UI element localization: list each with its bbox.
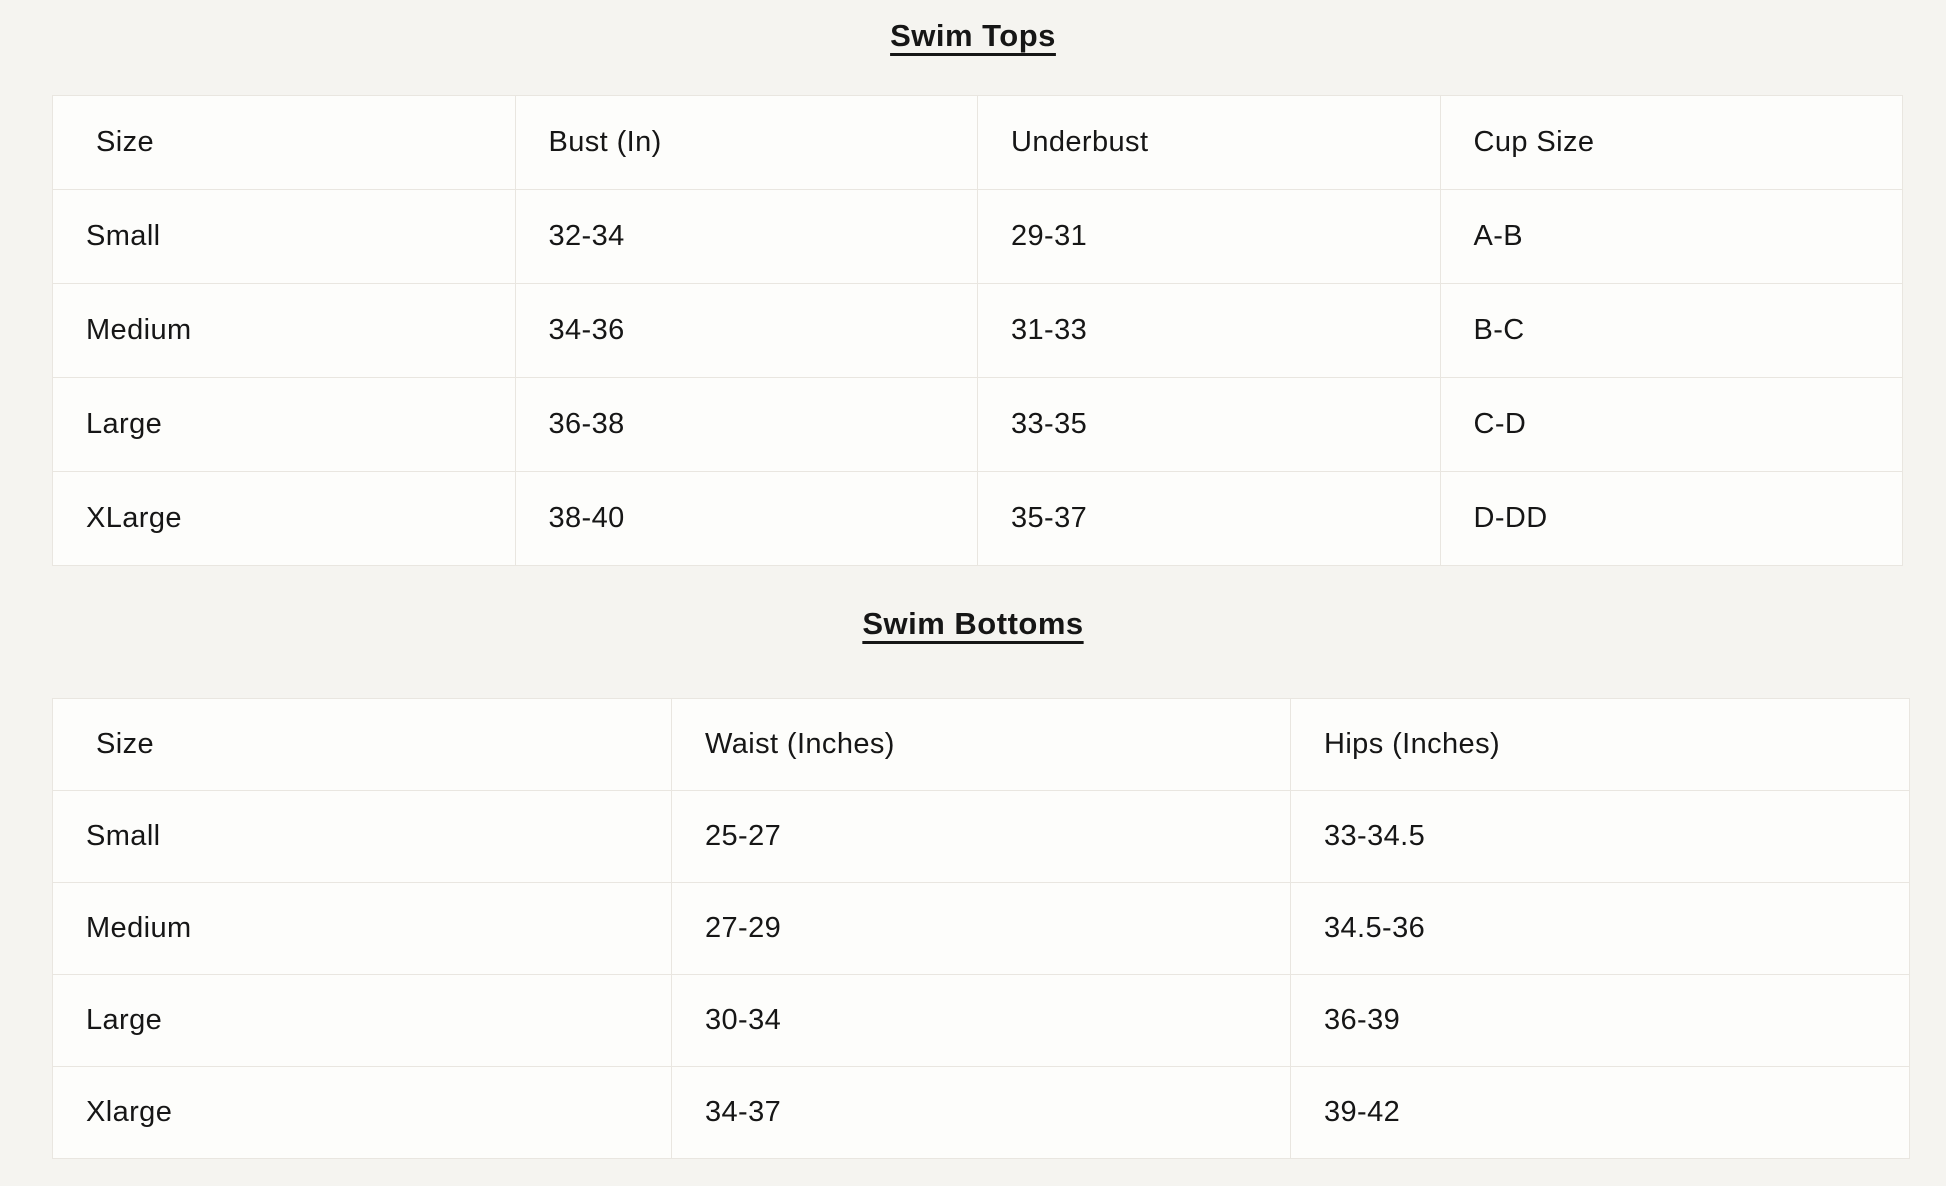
table-cell: Medium: [52, 283, 516, 378]
column-header-hips: Hips (Inches): [1290, 698, 1910, 791]
table-cell: Xlarge: [52, 1066, 672, 1159]
table-cell: 36-38: [514, 377, 978, 472]
column-header-size: Size: [52, 95, 516, 190]
table-cell: 30-34: [671, 974, 1291, 1067]
swim-bottoms-title: Swim Bottoms: [862, 606, 1084, 641]
column-header-underbust: Underbust: [977, 95, 1441, 190]
table-row-xlarge: XLarge 38-40 35-37 D-DD: [52, 471, 1903, 566]
swim-tops-title: Swim Tops: [890, 18, 1056, 53]
table-cell: Large: [52, 377, 516, 472]
column-header-bust: Bust (In): [514, 95, 978, 190]
table-cell: 34.5-36: [1290, 882, 1910, 975]
column-header-waist: Waist (Inches): [671, 698, 1291, 791]
table-cell: 34-37: [671, 1066, 1291, 1159]
table-cell: 27-29: [671, 882, 1291, 975]
table-cell: 32-34: [514, 189, 978, 284]
swim-bottoms-table: Size Waist (Inches) Hips (Inches) Small …: [52, 698, 1910, 1159]
table-cell: D-DD: [1439, 471, 1903, 566]
table-row-medium: Medium 34-36 31-33 B-C: [52, 283, 1903, 378]
table-cell: 33-34.5: [1290, 790, 1910, 883]
size-chart-page: Swim Tops Size Bust (In) Underbust Cup S…: [52, 18, 1910, 1159]
table-cell: B-C: [1439, 283, 1903, 378]
table-cell: Small: [52, 790, 672, 883]
table-row-large: Large 30-34 36-39: [52, 974, 1910, 1067]
table-cell: 35-37: [977, 471, 1441, 566]
table-row-medium: Medium 27-29 34.5-36: [52, 882, 1910, 975]
table-cell: A-B: [1439, 189, 1903, 284]
table-cell: 33-35: [977, 377, 1441, 472]
swim-tops-table: Size Bust (In) Underbust Cup Size Small …: [52, 95, 1903, 566]
table-cell: 29-31: [977, 189, 1441, 284]
table-cell: 25-27: [671, 790, 1291, 883]
column-header-size: Size: [52, 698, 672, 791]
table-cell: Medium: [52, 882, 672, 975]
column-header-cup-size: Cup Size: [1439, 95, 1903, 190]
table-row-small: Small 32-34 29-31 A-B: [52, 189, 1903, 284]
table-row-large: Large 36-38 33-35 C-D: [52, 377, 1903, 472]
table-cell: 34-36: [514, 283, 978, 378]
swim-bottoms-header-row: Size Waist (Inches) Hips (Inches): [52, 698, 1910, 791]
table-cell: Large: [52, 974, 672, 1067]
table-row-xlarge: Xlarge 34-37 39-42: [52, 1066, 1910, 1159]
table-cell: C-D: [1439, 377, 1903, 472]
swim-tops-header-row: Size Bust (In) Underbust Cup Size: [52, 95, 1903, 190]
table-cell: 31-33: [977, 283, 1441, 378]
table-cell: XLarge: [52, 471, 516, 566]
table-cell: 36-39: [1290, 974, 1910, 1067]
table-cell: 38-40: [514, 471, 978, 566]
table-cell: 39-42: [1290, 1066, 1910, 1159]
table-row-small: Small 25-27 33-34.5: [52, 790, 1910, 883]
table-cell: Small: [52, 189, 516, 284]
